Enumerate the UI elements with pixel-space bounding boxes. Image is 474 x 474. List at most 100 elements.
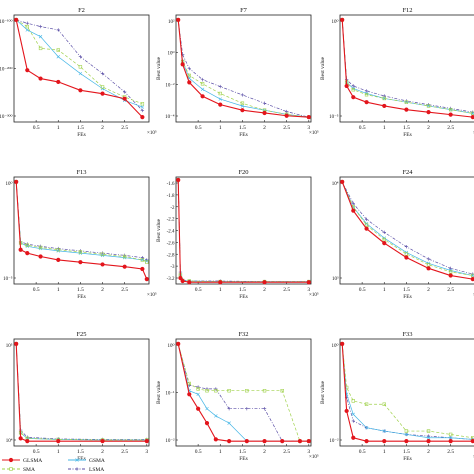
data-point	[382, 96, 386, 101]
x-tick-label: 2	[427, 449, 430, 455]
data-point	[364, 100, 369, 105]
panel-title: F7	[240, 7, 248, 14]
data-point	[187, 73, 191, 78]
data-point	[340, 179, 345, 184]
data-point	[426, 429, 431, 433]
series-line	[15, 181, 147, 262]
data-point	[364, 426, 369, 430]
data-point	[38, 46, 43, 51]
y-tick-label: -2.8	[167, 253, 175, 258]
data-point	[25, 243, 29, 247]
x-axis-label: FEs	[239, 456, 248, 462]
series-glsma	[176, 177, 311, 285]
data-point	[38, 24, 43, 29]
y-axis-label: Best value	[156, 218, 162, 242]
x-tick-label: 1.5	[77, 287, 84, 293]
legend-item-sma: SMA	[2, 467, 35, 473]
data-point	[382, 96, 386, 101]
series-line	[177, 179, 309, 282]
panel-title: F24	[402, 169, 413, 176]
series-gsma	[14, 180, 149, 263]
panel-f32: F32 0.5 1 1.5 2 2.5 3 FEs ×10⁵ 10⁰ 10⁻¹ 10⁻² Best va…	[156, 331, 319, 462]
x-axis-label: FEs	[77, 456, 86, 462]
series-line	[15, 343, 147, 440]
data-point	[218, 97, 222, 101]
data-point	[56, 257, 61, 263]
x-tick-label: 1	[383, 125, 386, 131]
data-point	[144, 277, 149, 282]
data-point	[140, 115, 145, 120]
data-point	[218, 280, 223, 285]
data-point	[140, 266, 145, 272]
data-point	[382, 429, 386, 433]
data-point	[140, 105, 145, 109]
data-point	[364, 226, 369, 231]
series-line	[15, 343, 147, 441]
x-exponent-label: ×10⁵	[147, 292, 157, 298]
data-point	[100, 252, 105, 256]
data-point	[227, 421, 231, 425]
x-tick-label: 0.5	[195, 125, 202, 131]
x-tick-label: 3	[307, 125, 310, 131]
data-point	[200, 87, 205, 92]
data-point	[340, 341, 345, 346]
data-point	[297, 439, 303, 444]
x-tick-label: 0.5	[195, 287, 202, 293]
x-tick-label: 2.5	[121, 125, 128, 131]
data-point	[351, 88, 355, 92]
data-point	[100, 85, 105, 89]
data-point	[187, 280, 192, 285]
data-point	[100, 262, 105, 267]
series-line	[15, 181, 147, 263]
data-point	[38, 245, 43, 250]
series-glsma	[14, 17, 145, 120]
y-tick-label: 10⁵	[6, 343, 13, 349]
data-point	[122, 254, 127, 259]
data-point	[351, 208, 356, 213]
x-tick-label: 0.5	[33, 449, 40, 455]
plot-frame	[339, 176, 474, 285]
data-point	[262, 101, 267, 105]
data-point	[78, 55, 83, 59]
data-point	[351, 412, 355, 417]
x-tick-label: 1	[219, 449, 222, 455]
series-lsma	[340, 342, 474, 442]
data-point	[262, 388, 267, 393]
x-axis-label: FEs	[77, 132, 86, 138]
series-line	[341, 343, 473, 440]
panel-f25: F25 0.5 1 1.5 2 2.5 3 FEs 10⁵ 10⁴	[6, 331, 150, 462]
data-point	[404, 432, 409, 437]
series-glsma	[176, 341, 311, 444]
y-tick-label: -2.2	[167, 218, 175, 223]
x-tick-label: 0.5	[195, 449, 202, 455]
y-tick-label: 10⁻²	[165, 438, 175, 444]
data-point	[187, 80, 192, 85]
plot-frame	[175, 338, 312, 447]
y-tick-label: 10³	[332, 276, 339, 282]
x-tick-label: 0.5	[33, 125, 40, 131]
data-point	[426, 439, 431, 444]
data-point	[382, 230, 386, 235]
y-tick-label: 10⁻⁵	[329, 114, 339, 120]
series-line	[15, 181, 147, 261]
panel-f13: F13 0.5 1 1.5 2 2.5 FEs ×10⁵ 10⁰ 10⁻⁵	[3, 169, 157, 300]
y-tick-label: -1.6	[167, 182, 175, 187]
x-tick-label: 2	[427, 287, 430, 293]
x-tick-label: 2	[101, 287, 104, 293]
data-point	[426, 104, 431, 108]
series-sma	[176, 342, 311, 443]
data-point	[213, 437, 218, 442]
series-lsma	[14, 342, 149, 442]
y-tick-label: 10⁰	[167, 51, 174, 57]
panel-title: F12	[402, 7, 412, 14]
plot-frame	[13, 176, 150, 285]
data-point	[280, 388, 284, 393]
series-glsma	[176, 17, 311, 120]
data-point	[471, 273, 474, 278]
series-line	[16, 19, 143, 105]
data-point	[382, 402, 386, 406]
legend-marker	[75, 467, 79, 471]
data-point	[187, 381, 191, 386]
x-exponent-label: ×10⁵	[309, 454, 319, 460]
